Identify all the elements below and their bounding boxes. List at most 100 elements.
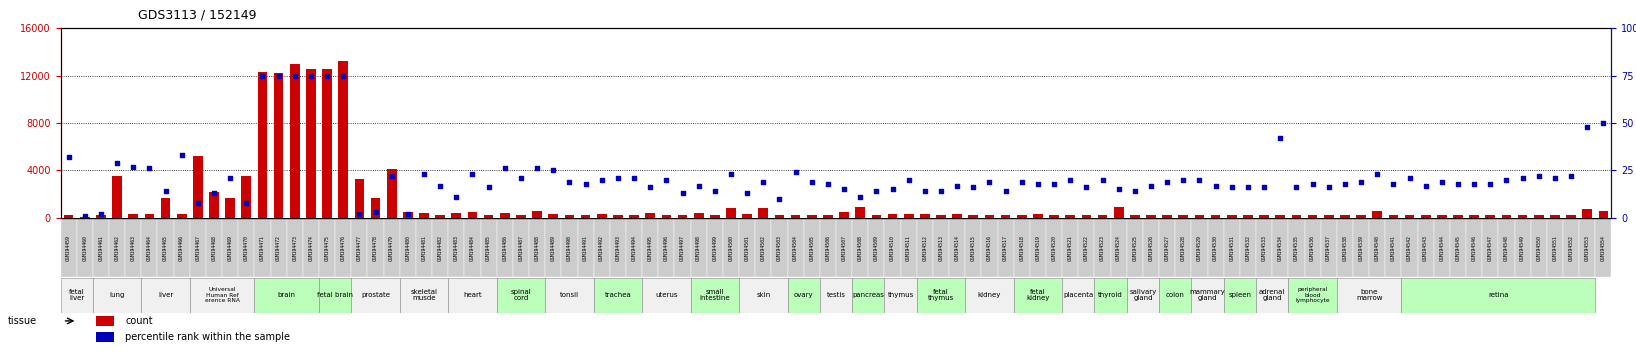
Point xyxy=(1219,184,1245,190)
Bar xyxy=(694,213,703,218)
Bar xyxy=(416,218,432,277)
Text: GSM194519: GSM194519 xyxy=(1036,235,1040,261)
Bar xyxy=(1031,218,1045,277)
Text: GSM194466: GSM194466 xyxy=(180,235,185,261)
Text: trachea: trachea xyxy=(605,292,631,298)
Bar xyxy=(448,278,497,313)
Text: GSM194472: GSM194472 xyxy=(276,235,281,261)
Text: GSM194501: GSM194501 xyxy=(744,235,749,261)
Point xyxy=(1590,120,1616,126)
Bar xyxy=(177,213,187,218)
Bar xyxy=(399,218,416,277)
Bar xyxy=(383,218,399,277)
Text: GSM194518: GSM194518 xyxy=(1019,235,1024,261)
Bar xyxy=(1307,215,1317,218)
Bar xyxy=(1049,215,1058,218)
Point xyxy=(1252,184,1278,190)
Bar xyxy=(900,218,916,277)
Bar xyxy=(1018,215,1027,218)
Bar xyxy=(386,169,396,218)
Bar xyxy=(952,214,962,218)
Text: GSM194473: GSM194473 xyxy=(293,235,298,261)
Point xyxy=(88,211,115,217)
Bar xyxy=(630,215,640,218)
Bar xyxy=(1417,218,1433,277)
Text: GDS3113 / 152149: GDS3113 / 152149 xyxy=(137,8,257,21)
Text: fetal
liver: fetal liver xyxy=(69,289,85,302)
Bar xyxy=(965,278,1014,313)
Text: GSM194475: GSM194475 xyxy=(324,235,329,261)
Text: small
intestine: small intestine xyxy=(700,289,730,302)
Bar xyxy=(371,198,381,218)
Text: GSM194490: GSM194490 xyxy=(568,235,573,261)
Bar xyxy=(614,215,623,218)
Text: GSM194508: GSM194508 xyxy=(857,235,862,261)
Bar xyxy=(335,218,352,277)
Point xyxy=(622,175,648,181)
Bar xyxy=(594,218,610,277)
Bar xyxy=(803,218,820,277)
Bar xyxy=(206,218,222,277)
Bar xyxy=(790,215,800,218)
Text: GSM194516: GSM194516 xyxy=(987,235,991,261)
Bar xyxy=(124,218,141,277)
Bar xyxy=(726,208,736,218)
Point xyxy=(1186,177,1212,183)
Text: GSM194461: GSM194461 xyxy=(98,235,103,261)
Text: bone
marrow: bone marrow xyxy=(1356,289,1382,302)
Text: fetal
kidney: fetal kidney xyxy=(1026,289,1050,302)
Bar xyxy=(1162,215,1171,218)
Point xyxy=(1315,184,1342,190)
Point xyxy=(1541,175,1567,181)
Bar xyxy=(1405,215,1415,218)
Text: GSM194545: GSM194545 xyxy=(1456,235,1461,261)
Text: GSM194477: GSM194477 xyxy=(357,235,362,261)
Bar xyxy=(209,192,219,218)
Text: GSM194489: GSM194489 xyxy=(551,235,556,261)
Text: GSM194536: GSM194536 xyxy=(1310,235,1315,261)
Point xyxy=(169,152,195,158)
Bar xyxy=(1389,215,1399,218)
Bar xyxy=(286,218,303,277)
Text: GSM194546: GSM194546 xyxy=(1472,235,1477,261)
Bar xyxy=(1094,218,1111,277)
Bar xyxy=(255,218,270,277)
Text: salivary
gland: salivary gland xyxy=(1129,289,1157,302)
Bar xyxy=(77,218,93,277)
Point xyxy=(766,196,792,202)
Bar xyxy=(95,332,115,342)
Point xyxy=(1526,173,1553,179)
Point xyxy=(1510,175,1536,181)
Text: GSM194507: GSM194507 xyxy=(841,235,846,261)
Point xyxy=(1040,181,1067,187)
Bar xyxy=(561,218,578,277)
Bar xyxy=(1502,215,1512,218)
Bar xyxy=(1579,218,1595,277)
Text: GSM194515: GSM194515 xyxy=(970,235,975,261)
Bar xyxy=(916,278,965,313)
Point xyxy=(669,190,695,196)
Bar xyxy=(759,208,769,218)
Text: GSM194464: GSM194464 xyxy=(147,235,152,261)
Point xyxy=(977,179,1003,184)
Point xyxy=(573,181,599,187)
Text: GSM194550: GSM194550 xyxy=(1536,235,1541,261)
Point xyxy=(1057,177,1083,183)
Point xyxy=(540,167,566,173)
Point xyxy=(443,194,470,200)
Bar xyxy=(239,218,254,277)
Text: GSM194530: GSM194530 xyxy=(1214,235,1219,261)
Point xyxy=(507,175,533,181)
Text: GSM194544: GSM194544 xyxy=(1440,235,1445,261)
Text: GSM194535: GSM194535 xyxy=(1294,235,1299,261)
Bar xyxy=(690,218,707,277)
Point xyxy=(1428,179,1454,184)
Text: GSM194478: GSM194478 xyxy=(373,235,378,261)
Bar xyxy=(497,278,545,313)
Bar xyxy=(594,278,641,313)
Text: skin: skin xyxy=(756,292,771,298)
Text: GSM194547: GSM194547 xyxy=(1487,235,1492,261)
Bar xyxy=(610,218,627,277)
Bar xyxy=(1289,278,1337,313)
Bar xyxy=(303,218,319,277)
